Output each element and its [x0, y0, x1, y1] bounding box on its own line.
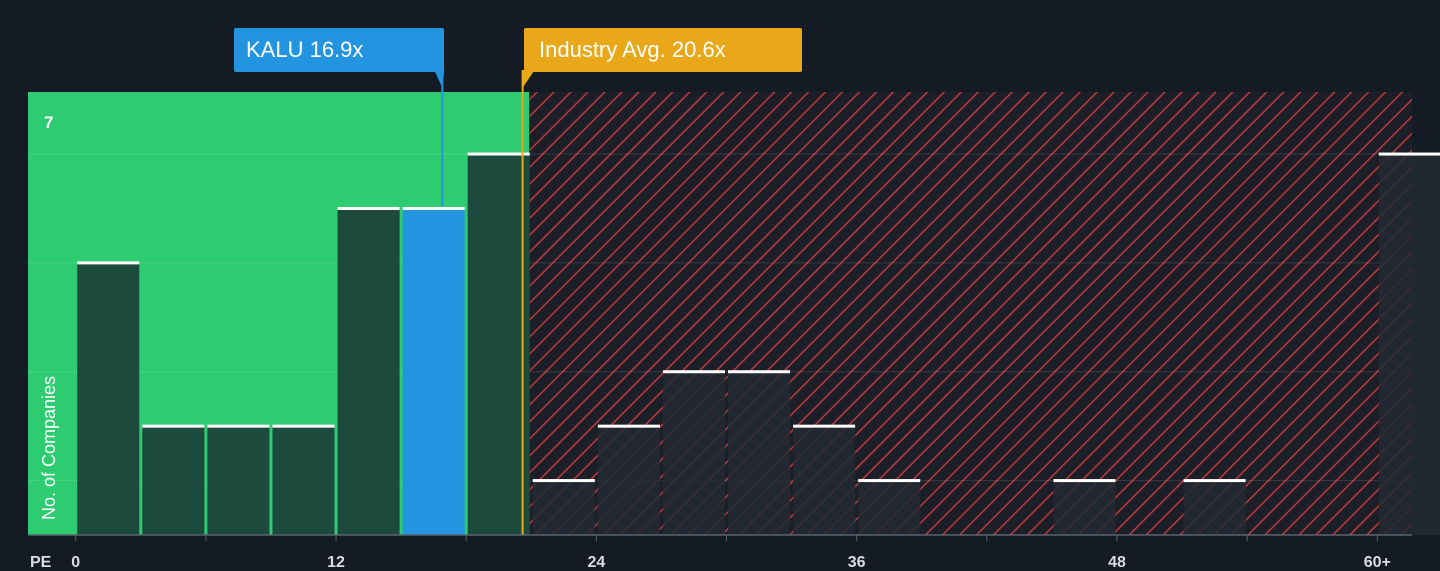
- histogram-bar-top: [662, 370, 726, 374]
- histogram-bar: [467, 154, 530, 536]
- histogram-bar: [728, 371, 791, 535]
- histogram-bar: [142, 426, 205, 535]
- histogram-bar: [662, 371, 726, 535]
- histogram-bar: [1183, 480, 1246, 535]
- histogram-bar-top: [793, 424, 856, 428]
- histogram-bar: [1053, 480, 1116, 535]
- histogram-bar-top: [728, 370, 791, 374]
- histogram-bar: [77, 262, 140, 535]
- histogram-bar-top: [337, 206, 400, 210]
- histogram-bar-top: [858, 479, 921, 483]
- histogram-bar: [272, 426, 335, 535]
- histogram-bar: [858, 480, 921, 535]
- histogram-bar-top: [597, 424, 660, 428]
- y-axis-label: No. of Companies: [39, 376, 59, 520]
- histogram-bar: [402, 208, 465, 536]
- histogram-bar-top: [402, 206, 465, 210]
- subject-callout-pointer: [434, 70, 445, 88]
- histogram-bar: [793, 426, 856, 535]
- x-tick-label: 0: [71, 554, 80, 571]
- histogram-bar-top: [1053, 479, 1116, 483]
- subject-callout-label: KALU 16.9x: [246, 37, 363, 62]
- histogram-bar-top: [1183, 479, 1246, 483]
- histogram-bar-top: [532, 479, 595, 483]
- industry-callout-label: Industry Avg. 20.6x: [539, 37, 726, 62]
- histogram-bar: [597, 426, 660, 535]
- x-tick-label: 24: [587, 554, 605, 571]
- industry-callout-pointer: [522, 70, 535, 88]
- x-tick-label: 36: [848, 554, 866, 571]
- histogram-bar: [532, 480, 595, 535]
- x-tick-label: 48: [1108, 554, 1126, 571]
- y-tick-label: 7: [44, 113, 53, 132]
- histogram-bar: [337, 208, 400, 536]
- x-axis-label: PE: [30, 554, 52, 571]
- histogram-bar-top: [272, 424, 335, 428]
- histogram-bar-top: [467, 152, 530, 156]
- histogram-bar: [1378, 154, 1440, 536]
- x-tick-label: 60+: [1364, 554, 1391, 571]
- histogram-bar-top: [207, 424, 270, 428]
- histogram-bar-top: [77, 261, 140, 265]
- histogram-bar-top: [142, 424, 205, 428]
- x-tick-label: 12: [327, 554, 345, 571]
- subject-callout: [234, 28, 444, 72]
- above-average-zone: [529, 92, 1412, 535]
- industry-callout: [524, 28, 802, 72]
- histogram-bar: [207, 426, 270, 535]
- histogram-bar-top: [1378, 152, 1440, 156]
